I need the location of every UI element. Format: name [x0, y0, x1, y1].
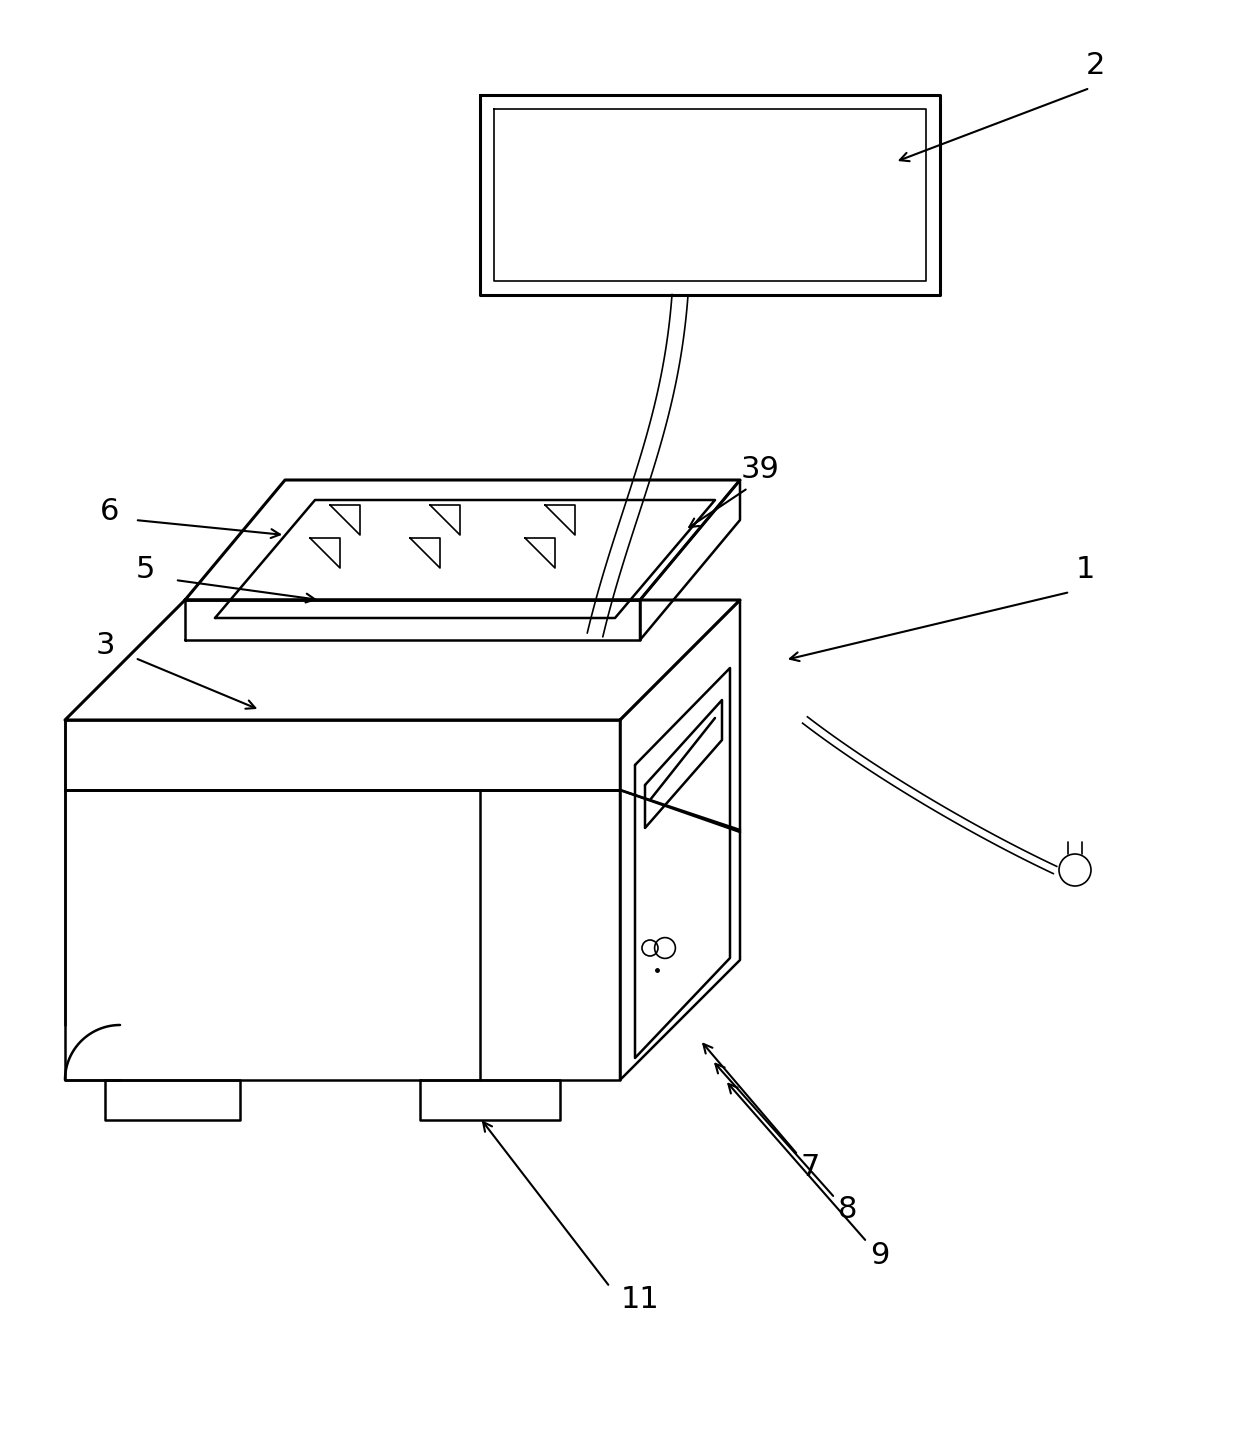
Text: 8: 8	[838, 1195, 858, 1224]
Text: 2: 2	[1085, 51, 1105, 80]
Text: 39: 39	[740, 455, 780, 484]
Text: 9: 9	[870, 1240, 889, 1269]
Text: 6: 6	[100, 497, 120, 526]
Text: 5: 5	[135, 555, 155, 584]
Text: 1: 1	[1075, 555, 1095, 584]
Text: 11: 11	[621, 1285, 660, 1314]
Text: 3: 3	[95, 630, 115, 659]
Text: 7: 7	[800, 1153, 820, 1182]
